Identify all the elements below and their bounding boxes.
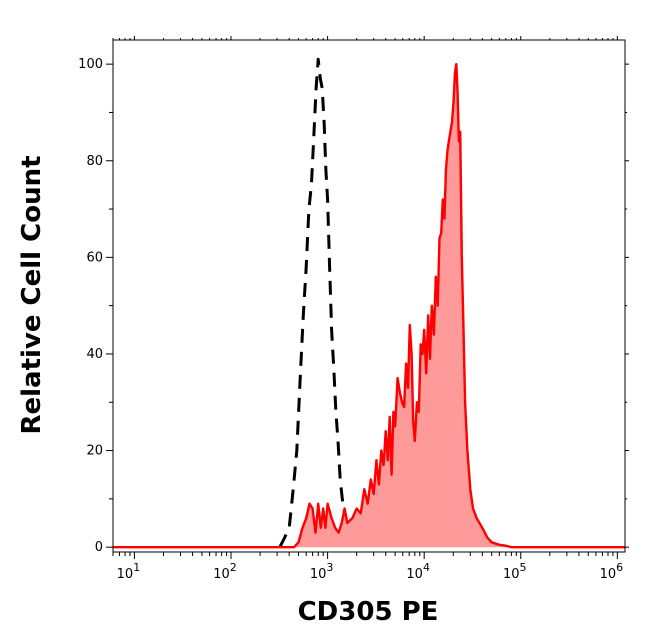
plot-area (112, 39, 626, 553)
plot-border (112, 39, 626, 553)
axes-layer: 101 102 103 104 105 106 0 20 40 60 80 100 (78, 36, 629, 582)
y-tick-label: 100 (78, 57, 103, 72)
y-tick-label: 60 (86, 250, 103, 265)
x-tick-label: 106 (600, 561, 624, 582)
plot-frame (112, 39, 626, 553)
x-tick-label: 104 (406, 561, 430, 582)
x-tick-label: 101 (117, 561, 141, 582)
y-tick-label: 40 (86, 347, 103, 362)
x-tick-label: 103 (310, 561, 334, 582)
x-axis-title: CD305 PE (298, 597, 439, 627)
y-axis-title: Relative Cell Count (17, 155, 47, 434)
y-tick-label: 0 (95, 540, 103, 555)
x-tick-label: 102 (213, 561, 237, 582)
x-tick-label: 105 (503, 561, 527, 582)
series-layer (113, 57, 625, 549)
y-tick-label: 20 (86, 444, 103, 459)
y-tick-label: 80 (86, 154, 103, 169)
series-1-line (113, 63, 625, 549)
